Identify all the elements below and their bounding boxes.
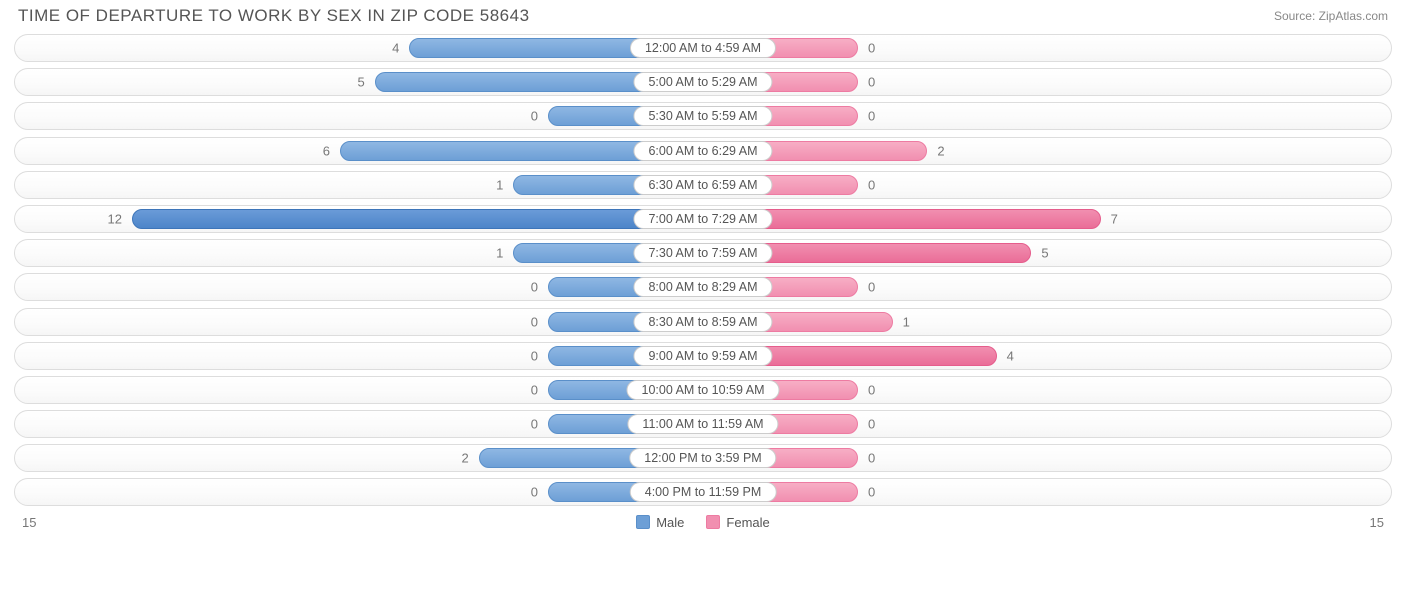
- row-label: 7:00 AM to 7:29 AM: [633, 209, 772, 229]
- chart-row: 9:00 AM to 9:59 AM 0 4: [14, 342, 1392, 370]
- value-male: 4: [392, 41, 399, 56]
- chart-header: TIME OF DEPARTURE TO WORK BY SEX IN ZIP …: [0, 0, 1406, 34]
- value-male: 0: [531, 382, 538, 397]
- chart-row: 11:00 AM to 11:59 AM 0 0: [14, 410, 1392, 438]
- value-female: 0: [868, 417, 875, 432]
- legend-item-male: Male: [636, 515, 684, 530]
- value-female: 2: [937, 143, 944, 158]
- value-female: 0: [868, 177, 875, 192]
- axis-max-right: 15: [1370, 515, 1384, 530]
- value-male: 1: [496, 246, 503, 261]
- value-male: 0: [531, 109, 538, 124]
- chart-area: 12:00 AM to 4:59 AM405:00 AM to 5:29 AM5…: [0, 34, 1406, 506]
- legend-label-female: Female: [726, 515, 769, 530]
- row-label: 10:00 AM to 10:59 AM: [627, 380, 780, 400]
- value-female: 0: [868, 109, 875, 124]
- row-label: 4:00 PM to 11:59 PM: [630, 482, 777, 502]
- row-label: 5:00 AM to 5:29 AM: [633, 72, 772, 92]
- value-male: 5: [357, 75, 364, 90]
- value-female: 0: [868, 485, 875, 500]
- value-male: 0: [531, 280, 538, 295]
- legend-item-female: Female: [706, 515, 769, 530]
- row-label: 5:30 AM to 5:59 AM: [633, 106, 772, 126]
- value-male: 0: [531, 485, 538, 500]
- value-male: 2: [461, 451, 468, 466]
- value-female: 0: [868, 75, 875, 90]
- row-label: 11:00 AM to 11:59 AM: [627, 414, 778, 434]
- row-label: 9:00 AM to 9:59 AM: [633, 346, 772, 366]
- value-female: 0: [868, 451, 875, 466]
- bar-male: [132, 209, 703, 229]
- value-female: 7: [1111, 211, 1118, 226]
- row-label: 6:30 AM to 6:59 AM: [633, 175, 772, 195]
- value-male: 12: [108, 211, 122, 226]
- value-female: 4: [1007, 348, 1014, 363]
- chart-row: 7:00 AM to 7:29 AM 12 7: [14, 205, 1392, 233]
- axis-max-left: 15: [22, 515, 36, 530]
- row-label: 7:30 AM to 7:59 AM: [633, 243, 772, 263]
- row-label: 12:00 AM to 4:59 AM: [630, 38, 776, 58]
- value-female: 5: [1041, 246, 1048, 261]
- value-male: 0: [531, 417, 538, 432]
- value-female: 0: [868, 280, 875, 295]
- chart-row: 4:00 PM to 11:59 PM 0 0: [14, 478, 1392, 506]
- chart-row: 5:30 AM to 5:59 AM 0 0: [14, 102, 1392, 130]
- legend: Male Female: [636, 515, 770, 530]
- chart-row: 8:30 AM to 8:59 AM 0 1: [14, 308, 1392, 336]
- value-male: 1: [496, 177, 503, 192]
- value-female: 0: [868, 41, 875, 56]
- chart-title: TIME OF DEPARTURE TO WORK BY SEX IN ZIP …: [18, 6, 530, 26]
- chart-row: 5:00 AM to 5:29 AM 5 0: [14, 68, 1392, 96]
- legend-label-male: Male: [656, 515, 684, 530]
- value-male: 0: [531, 348, 538, 363]
- value-male: 0: [531, 314, 538, 329]
- chart-row: 7:30 AM to 7:59 AM 1 5: [14, 239, 1392, 267]
- row-label: 12:00 PM to 3:59 PM: [629, 448, 776, 468]
- value-female: 0: [868, 382, 875, 397]
- value-female: 1: [903, 314, 910, 329]
- legend-swatch-female: [706, 515, 720, 529]
- chart-footer: 15 Male Female 15: [0, 513, 1406, 530]
- row-label: 8:30 AM to 8:59 AM: [633, 312, 772, 332]
- chart-row: 6:00 AM to 6:29 AM 6 2: [14, 137, 1392, 165]
- chart-source: Source: ZipAtlas.com: [1274, 9, 1388, 23]
- chart-row: 12:00 PM to 3:59 PM 2 0: [14, 444, 1392, 472]
- chart-row: 6:30 AM to 6:59 AM 1 0: [14, 171, 1392, 199]
- chart-row: 8:00 AM to 8:29 AM 0 0: [14, 273, 1392, 301]
- chart-row: 12:00 AM to 4:59 AM 4 0: [14, 34, 1392, 62]
- chart-row: 10:00 AM to 10:59 AM 0 0: [14, 376, 1392, 404]
- row-label: 6:00 AM to 6:29 AM: [633, 141, 772, 161]
- legend-swatch-male: [636, 515, 650, 529]
- row-label: 8:00 AM to 8:29 AM: [633, 277, 772, 297]
- value-male: 6: [323, 143, 330, 158]
